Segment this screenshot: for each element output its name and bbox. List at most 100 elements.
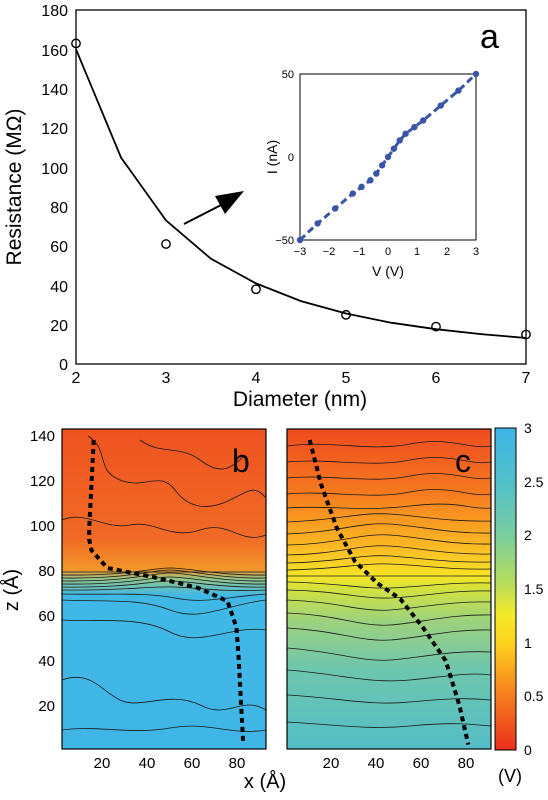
- inset-xtick: −2: [323, 246, 336, 258]
- panel-a-ytick: 180: [41, 3, 68, 20]
- data-point: [431, 321, 441, 332]
- arrow-to-inset: [183, 191, 244, 225]
- iv-point: [420, 117, 427, 124]
- iv-point: [367, 177, 374, 184]
- panel-a-ylabel: Resistance (MΩ): [3, 109, 26, 266]
- bottom-xtick: 80: [229, 755, 246, 772]
- bottom-xticks: 20 40 60 80 20 40 60 80: [94, 755, 475, 772]
- trajectory-path: [307, 439, 471, 746]
- panel-a-ytick: 20: [50, 318, 68, 335]
- iv-point: [396, 137, 403, 144]
- panel-a-xtick: 7: [522, 370, 531, 387]
- panel-a-xtick: 5: [342, 370, 351, 387]
- panel-b-label: b: [232, 443, 250, 479]
- bottom-ytick: 60: [38, 608, 55, 625]
- panel-a-label: a: [480, 18, 499, 56]
- iv-point: [472, 70, 480, 78]
- panel-a-yticks: 0 20 40 60 80 100 120 140 160 180: [41, 3, 68, 374]
- panel-a-plot: [71, 38, 531, 340]
- colorbar-tick: 0.5: [524, 688, 544, 704]
- panel-a-ytick: 40: [50, 279, 68, 296]
- fit-curve: [75, 48, 527, 339]
- inset-ytick: 50: [282, 69, 294, 81]
- inset-xtick: −3: [294, 246, 307, 258]
- bottom-xtick: 20: [94, 755, 111, 772]
- panel-b: b: [61, 428, 267, 750]
- bottom-ytick: 80: [38, 563, 55, 580]
- panel-a-xtick: 3: [162, 370, 171, 387]
- iv-point: [384, 153, 392, 161]
- iv-point: [373, 170, 380, 177]
- inset-xtick: 0: [385, 246, 391, 258]
- panel-a-xtick: 2: [72, 370, 81, 387]
- data-point: [521, 329, 531, 340]
- colorbar-tick: 1.5: [524, 581, 544, 597]
- bottom-xtick: 60: [184, 755, 201, 772]
- iv-point: [437, 102, 444, 109]
- panel-b-map: [62, 429, 266, 749]
- data-point: [71, 38, 81, 49]
- bottom-axes: 20 40 60 80 100 120 140 z (Å) 20 40 60 8…: [0, 428, 474, 793]
- bottom-ytick: 100: [30, 518, 55, 535]
- bottom-ylabel: z (Å): [0, 569, 23, 611]
- trajectory-path: [87, 439, 246, 745]
- bottom-ytick: 140: [30, 428, 55, 445]
- iv-point: [378, 162, 386, 169]
- panel-a-frame: [75, 9, 527, 365]
- panel-a-xticks: 2 3 4 5 6 7: [72, 370, 531, 387]
- panel-c-trajectory: [307, 439, 471, 746]
- iv-point: [358, 183, 365, 191]
- bottom-xtick: 40: [368, 755, 385, 772]
- panel-c-label: c: [455, 443, 471, 479]
- panel-a-ytick: 140: [41, 82, 68, 99]
- panel-a-ytick: 80: [50, 200, 68, 217]
- bottom-yticks: 20 40 60 80 100 120 140: [30, 428, 55, 715]
- iv-point: [349, 190, 356, 197]
- bottom-ytick: 120: [30, 473, 55, 490]
- panel-a-xtick: 6: [432, 370, 441, 387]
- panel-b-trajectory: [87, 439, 246, 745]
- panel-c: c: [286, 428, 492, 750]
- colorbar-gradient: [494, 427, 517, 751]
- panel-a-ytick: 60: [50, 239, 68, 256]
- iv-point: [455, 87, 462, 94]
- colorbar-tick: 1: [524, 635, 532, 651]
- panel-a-xlabel: Diameter (nm): [233, 388, 367, 411]
- bottom-xtick: 80: [458, 755, 475, 772]
- bottom-xtick: 20: [323, 755, 340, 772]
- iv-point: [411, 123, 418, 131]
- inset: −50 0 50 −3 −2 −1 0 1 2 3 V (V) I (nA): [264, 69, 480, 279]
- iv-point: [332, 205, 339, 212]
- iv-point: [296, 236, 304, 244]
- panel-a-xtick: 4: [252, 370, 261, 387]
- iv-point: [314, 220, 321, 227]
- data-point: [161, 239, 171, 249]
- inset-ytick: −50: [275, 235, 294, 247]
- bottom-xtick: 40: [139, 755, 156, 772]
- panel-a-ytick: 160: [41, 43, 68, 60]
- panel-a: 0 20 40 60 80 100 120 140 160 180 2 3 4 …: [3, 3, 531, 411]
- inset-xlabel: V (V): [372, 263, 404, 279]
- inset-plot: [296, 70, 480, 244]
- data-point: [251, 284, 261, 295]
- panel-a-ytick: 0: [59, 357, 68, 374]
- colorbar-tick: 3: [524, 420, 532, 436]
- panel-c-contours: [286, 441, 492, 728]
- inset-xtick: 1: [414, 246, 420, 258]
- inset-xtick: −1: [353, 246, 366, 258]
- data-point: [341, 309, 351, 320]
- panel-b-frame: [61, 428, 267, 750]
- iv-point: [402, 130, 409, 137]
- inset-xtick: 3: [473, 246, 479, 258]
- colorbar-tick: 2.5: [524, 474, 544, 490]
- bottom-xlabel: x (Å): [244, 770, 286, 793]
- panel-a-ytick: 100: [41, 161, 68, 178]
- colorbar-unit: (V): [498, 766, 522, 786]
- bottom-xtick: 60: [413, 755, 430, 772]
- iv-point: [390, 145, 398, 152]
- inset-ylabel: I (nA): [264, 140, 280, 174]
- bottom-ytick: 20: [38, 698, 55, 715]
- panel-a-ytick: 120: [41, 121, 68, 138]
- colorbar-tick: 0: [524, 742, 532, 758]
